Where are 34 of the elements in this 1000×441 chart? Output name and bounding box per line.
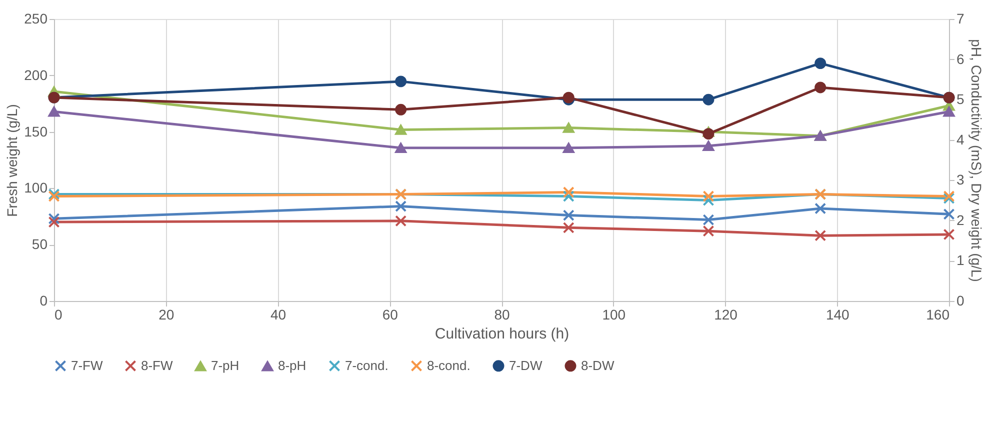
x-tick-label: 80 xyxy=(494,306,510,322)
y-axis-title: Fresh weight (g/L) xyxy=(4,104,20,217)
legend-label: 8-pH xyxy=(278,358,306,374)
y2-axis-title: pH, Conductivity (mS), Dry weight (g/L) xyxy=(968,39,984,282)
y2-tick-label: 7 xyxy=(956,10,964,26)
y2-tick-label: 2 xyxy=(956,212,964,228)
y-tick-label: 200 xyxy=(24,66,48,83)
y-tick-label: 100 xyxy=(24,180,48,196)
legend-label: 7-FW xyxy=(71,358,104,373)
x-tick-label: 40 xyxy=(270,306,286,322)
x-tick-label: 160 xyxy=(926,306,950,322)
y2-tick-label: 0 xyxy=(956,292,964,308)
x-tick-label: 140 xyxy=(826,306,850,322)
y-tick-label: 250 xyxy=(24,10,48,26)
x-tick-label: 100 xyxy=(602,306,626,322)
y2-tick-label: 3 xyxy=(956,172,964,188)
y2-tick-label: 1 xyxy=(956,252,964,268)
x-tick-label: 60 xyxy=(382,306,398,322)
legend-label: 8-cond. xyxy=(427,358,470,373)
x-tick-label: 20 xyxy=(158,306,174,322)
legend-label: 7-cond. xyxy=(345,358,388,373)
legend-label: 8-FW xyxy=(141,358,174,373)
x-axis-title: Cultivation hours (h) xyxy=(434,326,570,342)
legend-label: 7-DW xyxy=(509,358,543,373)
y-tick-label: 150 xyxy=(24,123,48,140)
legend-label: 7-pH xyxy=(211,358,240,374)
x-tick-label: 120 xyxy=(714,306,738,322)
y-tick-label: 50 xyxy=(32,236,48,252)
y2-tick-label: 6 xyxy=(956,50,964,67)
y2-tick-label: 4 xyxy=(956,131,964,148)
y-tick-label: 0 xyxy=(40,292,48,308)
y2-tick-label: 5 xyxy=(956,91,964,108)
x-tick-label: 0 xyxy=(54,306,62,322)
legend-label: 8-DW xyxy=(581,358,615,373)
